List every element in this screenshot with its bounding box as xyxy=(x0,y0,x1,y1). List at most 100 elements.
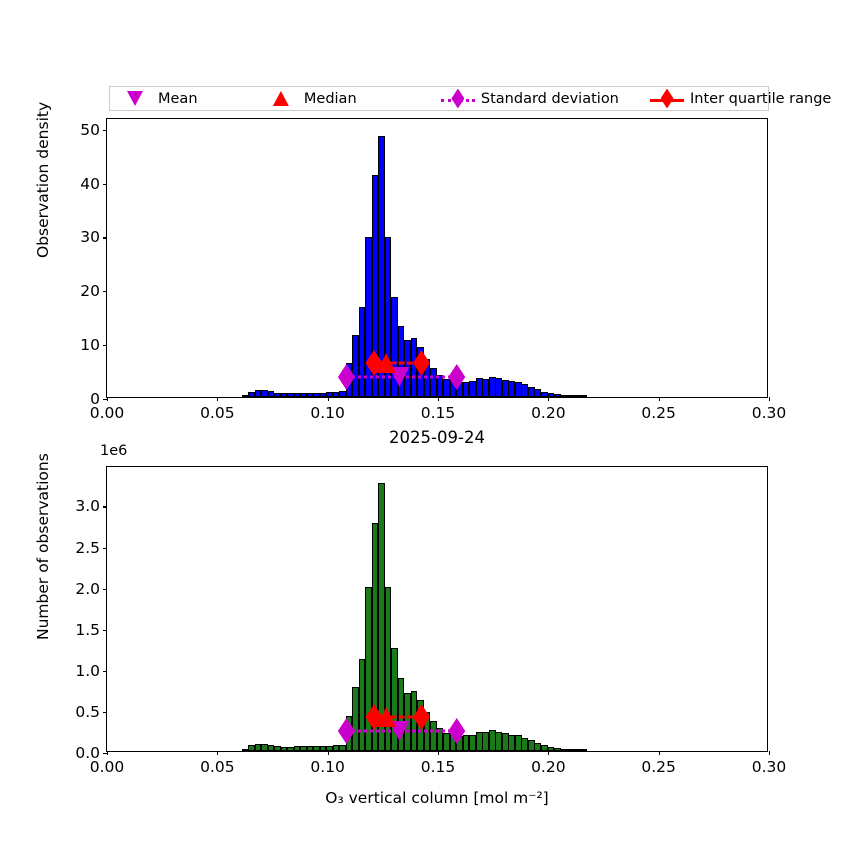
chart-title: 2025-09-24 xyxy=(389,428,485,447)
histogram-bar xyxy=(332,391,340,397)
histogram-bar xyxy=(547,746,554,751)
histogram-bar xyxy=(326,392,333,397)
histogram-bar xyxy=(300,392,307,397)
histogram-bar xyxy=(495,378,502,397)
histogram-bar xyxy=(547,393,554,397)
y-tick-label: 1.5 xyxy=(75,620,100,639)
legend-glyph xyxy=(660,88,674,109)
legend: Mean Median Standard deviation Inter quarti… xyxy=(109,86,831,111)
histogram-bar xyxy=(267,744,275,751)
histogram-bar xyxy=(430,721,437,751)
histogram-bar xyxy=(489,730,496,751)
legend-marker-triangle-up-icon xyxy=(264,90,298,108)
x-tick-label: 0.00 xyxy=(89,404,125,422)
legend-label: Mean xyxy=(158,90,198,107)
axes-observation-density: 0.00 0.05 0.10 0.15 0.20 0.25 0.30 0 10 20 30 40 50 xyxy=(80,118,786,422)
x-tick-mark xyxy=(327,397,329,401)
histogram-bar xyxy=(554,394,561,397)
x-tick-mark xyxy=(769,751,771,755)
histogram-bar xyxy=(476,731,483,751)
iqr-line xyxy=(374,361,422,365)
plot-area-top xyxy=(107,119,767,397)
iqr-q3-marker xyxy=(412,350,430,376)
x-tick-label: 0.20 xyxy=(531,404,566,422)
histogram-bar xyxy=(541,391,548,397)
histogram-bar xyxy=(280,746,288,751)
histogram-bar xyxy=(573,749,581,751)
histogram-bar xyxy=(482,378,489,397)
y-tick-mark xyxy=(103,129,107,131)
legend-entry[interactable]: Mean xyxy=(118,87,264,110)
histogram-bar xyxy=(515,735,522,751)
histogram-bar xyxy=(287,746,294,751)
histogram-bar xyxy=(534,743,541,751)
x-tick-mark xyxy=(769,397,771,401)
histogram-bar xyxy=(567,395,574,397)
histogram-bar xyxy=(352,334,359,397)
y-tick-label: 0.0 xyxy=(75,744,100,762)
y-tick-mark xyxy=(103,711,107,713)
histogram-bar xyxy=(332,745,340,751)
y-tick-mark xyxy=(103,588,107,590)
legend-entry[interactable]: Median xyxy=(264,87,441,110)
y-axis-offset-text: 1e6 xyxy=(100,443,128,459)
histogram-bar xyxy=(476,378,483,397)
x-tick-label: 0.25 xyxy=(641,404,676,422)
histogram-bar xyxy=(443,379,450,397)
x-tick-mark xyxy=(327,751,329,755)
histogram-bar xyxy=(254,743,262,751)
x-tick-mark xyxy=(217,397,219,401)
x-tick-mark xyxy=(548,397,550,401)
histogram-bar xyxy=(528,740,535,751)
y-tick-label: 1.0 xyxy=(75,661,100,680)
x-tick-mark xyxy=(107,397,109,401)
x-tick-label: 0.00 xyxy=(89,758,125,776)
histogram-bar xyxy=(482,732,489,751)
histogram-bar xyxy=(261,390,268,397)
histogram-bar xyxy=(274,392,281,397)
histogram-bar xyxy=(541,745,548,751)
histogram-bar xyxy=(573,395,581,397)
histogram-bar xyxy=(378,483,385,751)
x-tick-mark xyxy=(107,751,109,755)
legend-entry[interactable]: Standard deviation xyxy=(440,87,650,110)
y-tick-mark xyxy=(103,345,107,347)
histogram-bar xyxy=(384,236,392,397)
x-tick-mark xyxy=(548,751,550,755)
histogram-bar xyxy=(306,392,314,397)
histogram-bar xyxy=(287,393,294,397)
histogram-bar xyxy=(352,686,359,751)
y-axis-label-top: Observation density xyxy=(34,101,52,258)
y-tick-mark xyxy=(103,506,107,508)
iqr-line xyxy=(374,715,422,719)
histogram-bar xyxy=(567,749,574,751)
histogram-bar xyxy=(495,731,502,751)
histogram-bar xyxy=(391,296,398,397)
histogram-bar xyxy=(515,381,522,397)
histogram-bar xyxy=(502,733,509,751)
y-tick-label: 30 xyxy=(80,228,100,247)
x-tick-label: 0.10 xyxy=(310,758,345,776)
iqr-q3-marker xyxy=(412,704,430,730)
histogram-bar xyxy=(365,586,372,751)
plot-area-bottom xyxy=(107,467,767,751)
y-tick-label: 2.0 xyxy=(75,579,100,598)
x-tick-mark xyxy=(438,397,440,401)
histogram-bar xyxy=(339,391,346,397)
legend-marker-diamond-icon xyxy=(440,88,475,109)
histogram-bar xyxy=(241,394,249,397)
legend-glyph xyxy=(272,91,289,106)
y-tick-mark xyxy=(103,547,107,549)
histogram-bar xyxy=(248,745,255,751)
x-tick-label: 0.05 xyxy=(200,404,235,422)
histogram-bar xyxy=(326,746,333,751)
y-tick-label: 50 xyxy=(80,120,100,139)
legend-entry[interactable]: Inter quartile range xyxy=(650,87,831,110)
histogram-bar xyxy=(365,237,372,397)
x-tick-mark xyxy=(217,751,219,755)
histogram-bar xyxy=(462,735,470,751)
y-tick-mark xyxy=(103,183,107,185)
histogram-bar xyxy=(462,381,470,397)
histogram-bar xyxy=(274,746,281,751)
legend-label: Median xyxy=(303,90,357,107)
